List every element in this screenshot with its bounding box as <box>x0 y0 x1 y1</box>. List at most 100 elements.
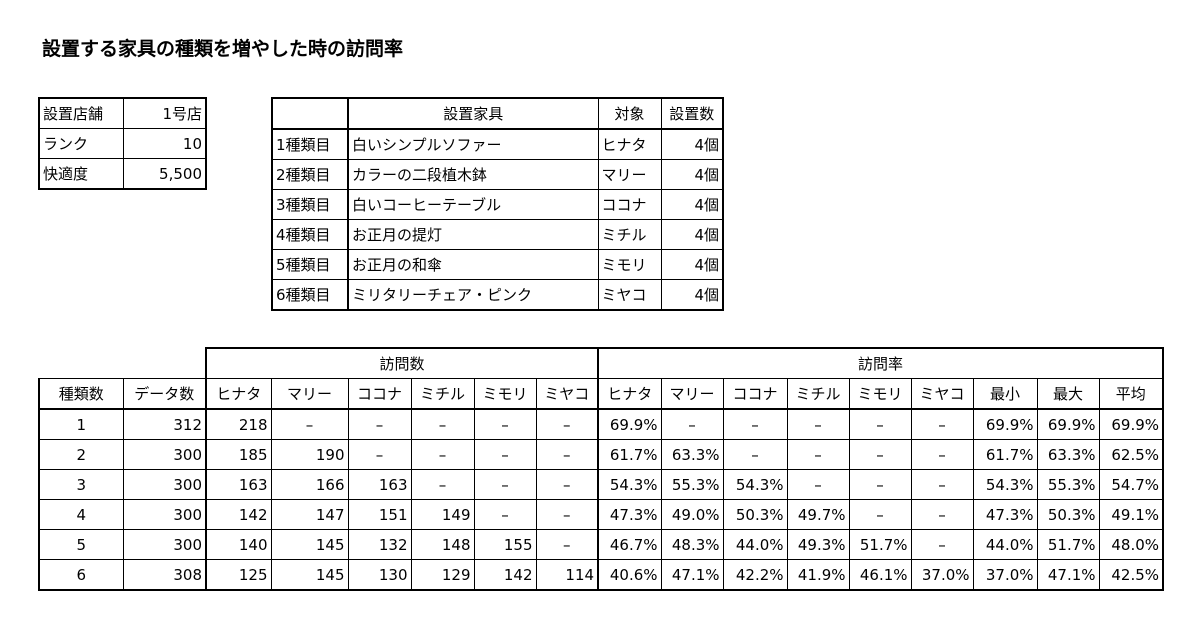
column-header: ヒナタ <box>205 378 272 410</box>
column-header: ミモリ <box>848 378 912 410</box>
furniture-name: カラーの二段植木鉢 <box>347 159 599 190</box>
visit-value: 37.0% <box>910 559 974 591</box>
visit-value: 145 <box>270 559 349 591</box>
count: 4個 <box>660 279 724 311</box>
visit-value: 69.9% <box>1036 408 1100 440</box>
store-value: 10 <box>122 128 207 159</box>
store-row: ランク 10 <box>38 128 207 159</box>
type-count: 6 <box>38 559 124 591</box>
type-count: 1 <box>38 408 124 440</box>
store-row: 快適度 5,500 <box>38 158 207 190</box>
visit-value: 47.3% <box>597 499 662 530</box>
visit-row: 6 308 125 145 130 129 142 114 40.6% 47.1% 42.2% 41.… <box>38 559 1165 591</box>
column-header: 種類数 <box>38 378 124 410</box>
visit-value: 148 <box>410 529 475 560</box>
furniture-name: お正月の提灯 <box>347 219 599 250</box>
furniture-header: 設置家具 対象 設置数 <box>271 97 724 130</box>
visit-value: 49.7% <box>786 499 850 530</box>
visit-value: 50.3% <box>722 499 788 530</box>
visit-value: 46.7% <box>597 529 662 560</box>
column-header: 設置家具 <box>347 97 599 130</box>
visit-value: – <box>347 408 412 440</box>
visit-value: – <box>535 529 599 560</box>
visit-value: – <box>347 439 412 470</box>
visit-value: 163 <box>205 469 272 500</box>
visit-value: 140 <box>205 529 272 560</box>
visit-row: 2 300 185 190– – – –61.7% 63.3% – – – –61.7% 63.3% 62… <box>38 439 1165 470</box>
character: ミチル <box>597 219 662 250</box>
visit-value: – <box>535 408 599 440</box>
type-count: 2 <box>38 439 124 470</box>
visit-value: 54.7% <box>1098 469 1165 500</box>
count: 4個 <box>660 159 724 190</box>
visit-value: – <box>270 408 349 440</box>
visit-value: 44.0% <box>722 529 788 560</box>
visit-value: 69.9% <box>972 408 1038 440</box>
rank-label: 2種類目 <box>271 159 349 190</box>
character: ミモリ <box>597 249 662 280</box>
column-header: ココナ <box>722 378 788 410</box>
visit-row: 5 300 140 145 132 148 155–46.7% 48.3% 44.0% 49.3%… <box>38 529 1165 560</box>
visit-value: 114 <box>535 559 599 591</box>
visit-value: 190 <box>270 439 349 470</box>
store-label: 快適度 <box>38 158 124 190</box>
furniture-row: 6種類目 ミリタリーチェア・ピンク ミヤコ 4個 <box>271 279 724 311</box>
visit-value: – <box>786 439 850 470</box>
visit-value: 40.6% <box>597 559 662 591</box>
visit-value: – <box>910 439 974 470</box>
visit-value: 54.3% <box>972 469 1038 500</box>
furniture-name: ミリタリーチェア・ピンク <box>347 279 599 311</box>
visit-value: 55.3% <box>1036 469 1100 500</box>
visit-value: 145 <box>270 529 349 560</box>
visit-value: 48.3% <box>660 529 724 560</box>
visit-value: – <box>410 439 475 470</box>
visit-value: 54.3% <box>722 469 788 500</box>
count: 4個 <box>660 219 724 250</box>
type-count: 4 <box>38 499 124 530</box>
visit-value: 149 <box>410 499 475 530</box>
visit-value: – <box>473 408 537 440</box>
count: 4個 <box>660 189 724 220</box>
visit-value: – <box>473 469 537 500</box>
visit-value: – <box>910 529 974 560</box>
rank-label: 4種類目 <box>271 219 349 250</box>
column-header: ミチル <box>410 378 475 410</box>
column-header: 平均 <box>1098 378 1165 410</box>
visit-row: 3 300 163 166 163– – –54.3% 55.3% 54.3% – – –54.3% 5… <box>38 469 1165 500</box>
furniture-row: 1種類目 白いシンプルソファー ヒナタ 4個 <box>271 128 724 160</box>
store-label: ランク <box>38 128 124 159</box>
column-header: 最小 <box>972 378 1038 410</box>
visit-value: – <box>910 408 974 440</box>
visit-value: 185 <box>205 439 272 470</box>
column-header: ヒナタ <box>597 378 662 410</box>
visit-value: – <box>722 439 788 470</box>
visit-value: – <box>473 439 537 470</box>
store-label: 設置店舗 <box>38 97 124 129</box>
visit-value: 50.3% <box>1036 499 1100 530</box>
visit-value: 142 <box>473 559 537 591</box>
visit-value: – <box>535 439 599 470</box>
group-header-row: 訪問数 訪問率 <box>39 347 1165 379</box>
store-table: 設置店舗 1号店 ランク 10 快適度 5,500 <box>38 97 207 190</box>
visit-value: 132 <box>347 529 412 560</box>
visit-value: – <box>848 499 912 530</box>
column-header: 設置数 <box>660 97 724 130</box>
visit-value: 155 <box>473 529 537 560</box>
visit-value: 47.1% <box>1036 559 1100 591</box>
rank-label: 1種類目 <box>271 128 349 160</box>
type-count: 3 <box>38 469 124 500</box>
data-count: 300 <box>122 439 207 470</box>
visit-value: – <box>410 408 475 440</box>
visit-value: 218 <box>205 408 272 440</box>
furniture-table: 設置家具 対象 設置数 1種類目 白いシンプルソファー ヒナタ 4個 2種類目 カラーの二段植木… <box>271 97 724 311</box>
visit-value: 63.3% <box>1036 439 1100 470</box>
visit-value: 129 <box>410 559 475 591</box>
visit-value: 147 <box>270 499 349 530</box>
character: ミヤコ <box>597 279 662 311</box>
visit-value: 61.7% <box>972 439 1038 470</box>
visit-value: 151 <box>347 499 412 530</box>
visit-value: 163 <box>347 469 412 500</box>
visit-value: 46.1% <box>848 559 912 591</box>
rank-label: 3種類目 <box>271 189 349 220</box>
data-count: 300 <box>122 499 207 530</box>
